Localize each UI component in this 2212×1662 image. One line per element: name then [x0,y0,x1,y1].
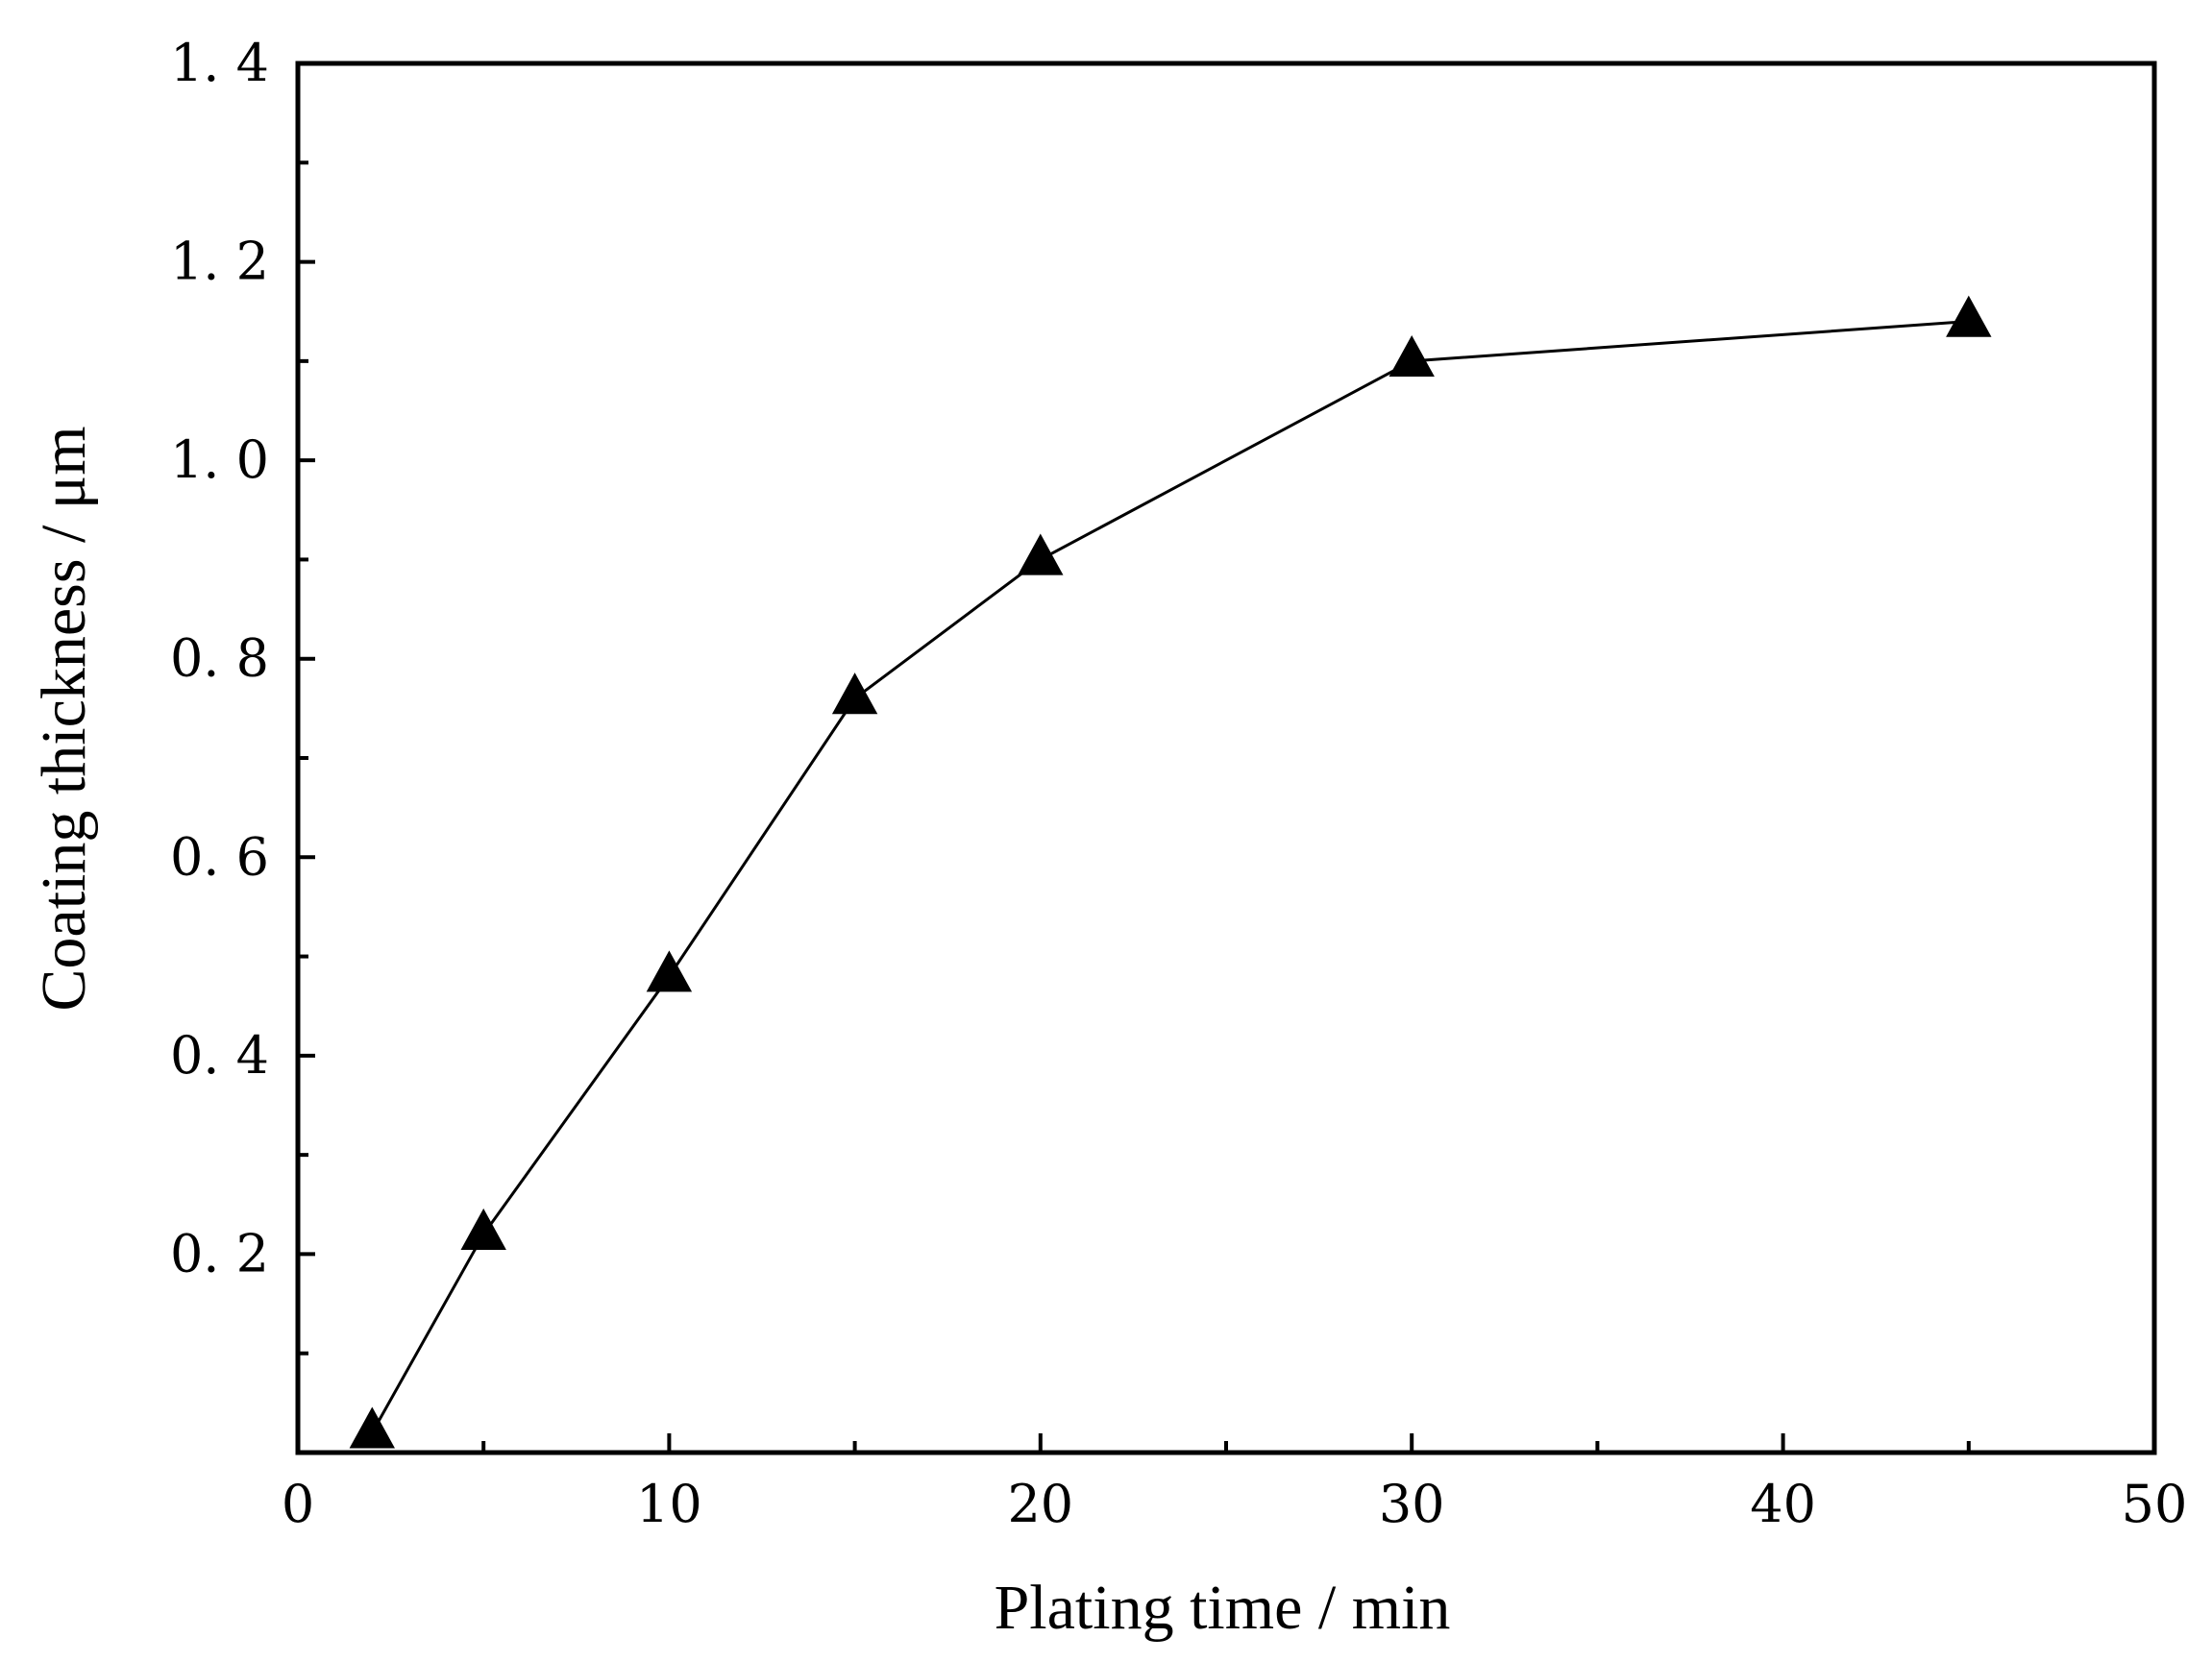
x-axis-title: Plating time / min [995,1573,1451,1643]
data-point-triangle [831,672,878,715]
data-point-triangle [1018,533,1064,575]
y-tick-label: 0. 6 [170,826,269,887]
axis-ticks [296,61,2156,1453]
data-point-triangle [1946,295,1992,337]
y-tick-label: 0. 4 [170,1025,269,1086]
y-tick-label: 1. 2 [170,232,269,292]
plot-frame [295,61,2157,1455]
data-point-triangle [646,950,693,992]
data-point-triangle [460,1208,506,1250]
data-point-triangle [349,1406,395,1449]
data-series [349,295,1992,1449]
x-tick-label: 0 [282,1474,314,1534]
y-axis-title: Coating thickness / μm [29,426,99,1011]
x-tick-label: 30 [1379,1474,1445,1534]
tick-labels: 0 10 20 30 40 50 0. 2 0. 4 0. 6 0. 8 1. 0 1. 2 1. 4 [170,33,2187,1534]
y-tick-label: 0. 2 [170,1223,269,1283]
y-tick-label: 1. 4 [170,33,269,93]
y-tick-label: 0. 8 [170,628,269,689]
x-tick-label: 40 [1750,1474,1816,1534]
x-tick-label: 50 [2122,1474,2188,1534]
x-tick-label: 10 [636,1474,702,1534]
series-line [370,320,1969,1434]
data-point-triangle [1389,334,1435,378]
y-tick-label: 1. 0 [170,429,269,490]
x-tick-label: 20 [1007,1474,1073,1534]
